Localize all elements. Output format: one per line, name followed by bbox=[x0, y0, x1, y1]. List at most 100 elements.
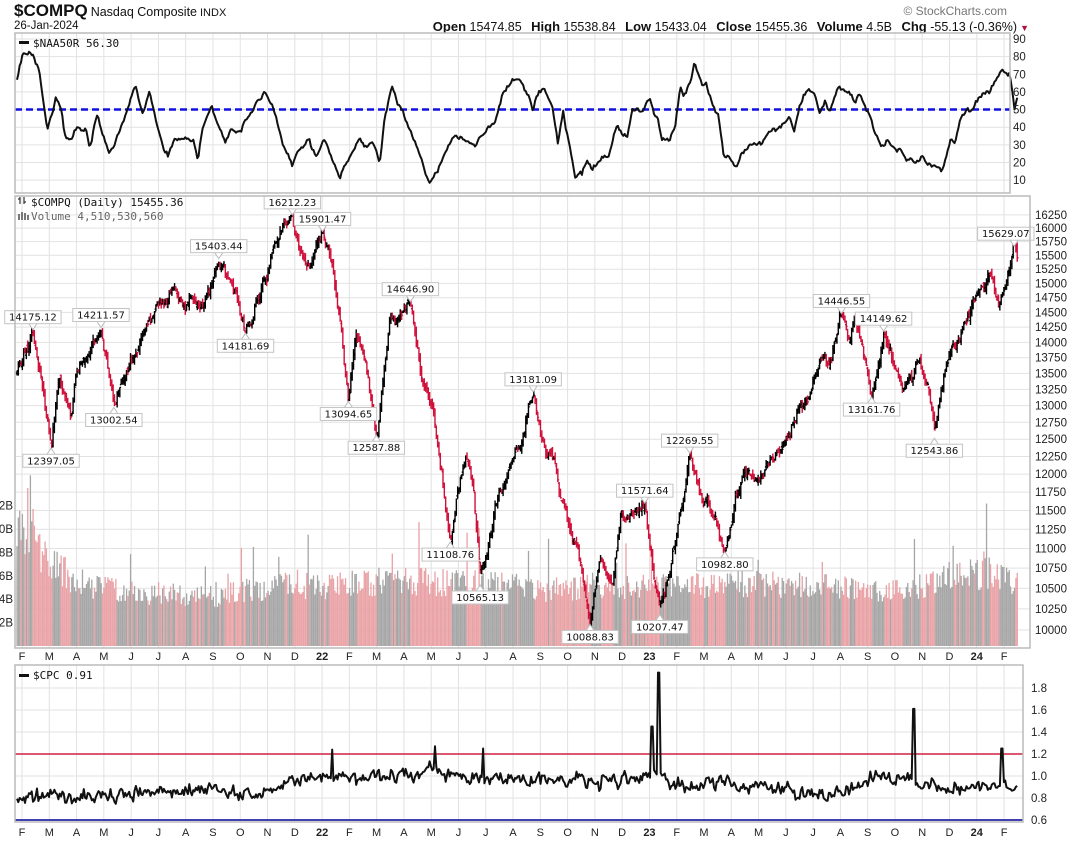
price-bar bbox=[69, 402, 72, 420]
volume-bar bbox=[206, 597, 208, 646]
volume-bar bbox=[282, 582, 284, 646]
volume-bar bbox=[549, 590, 551, 646]
volume-bar bbox=[228, 602, 231, 646]
volume-bar bbox=[470, 590, 472, 646]
volume-bar bbox=[403, 576, 405, 646]
month-label: A bbox=[837, 827, 845, 839]
price-bar bbox=[979, 284, 983, 291]
volume-bar bbox=[559, 584, 562, 646]
volume-bar bbox=[599, 594, 602, 646]
volume-bar bbox=[89, 588, 92, 646]
symbol: $COMPQ bbox=[14, 1, 88, 20]
price-annotation: 14175.12 bbox=[4, 310, 62, 331]
volume-bar bbox=[843, 594, 845, 646]
volume-bar bbox=[960, 575, 962, 646]
volume-bar bbox=[583, 581, 586, 646]
price-bar bbox=[433, 407, 437, 428]
volume-bar bbox=[41, 551, 44, 646]
volume-bar bbox=[247, 584, 249, 646]
volume-bar bbox=[881, 601, 884, 646]
price-bar bbox=[146, 319, 150, 328]
volume-bar bbox=[573, 577, 575, 646]
month-label: N bbox=[264, 651, 272, 663]
volume-bar bbox=[832, 592, 834, 646]
volume-bar bbox=[426, 585, 428, 646]
volume-bar bbox=[794, 580, 797, 646]
high-value: 15538.84 bbox=[563, 20, 616, 34]
volume-bar bbox=[785, 583, 787, 646]
volume-bar bbox=[292, 593, 295, 646]
volume-bar bbox=[343, 584, 345, 646]
volume-bar bbox=[159, 595, 161, 646]
volume-bar bbox=[434, 571, 436, 646]
volume-bar bbox=[676, 575, 678, 646]
volume-bar bbox=[429, 593, 431, 646]
volume-bar bbox=[398, 578, 400, 646]
volume-bar bbox=[319, 591, 321, 646]
volume-bar bbox=[633, 589, 635, 646]
volume-tick-label: 8B bbox=[0, 547, 13, 559]
symbol-name: Nasdaq Composite bbox=[90, 5, 197, 19]
volume-bar bbox=[595, 579, 598, 646]
volume-bar bbox=[1003, 566, 1005, 646]
price-bar bbox=[925, 378, 928, 386]
price-annotation: 14646.90 bbox=[381, 282, 440, 303]
price-tick-label: 11750 bbox=[1035, 487, 1066, 499]
volume-bar bbox=[144, 592, 146, 646]
volume-bar bbox=[610, 580, 612, 646]
price-bar bbox=[106, 351, 110, 370]
volume-bar bbox=[45, 548, 48, 646]
volume-bar bbox=[307, 534, 309, 646]
volume-bar bbox=[455, 570, 458, 646]
volume-bar bbox=[867, 584, 869, 646]
price-bar bbox=[118, 386, 122, 398]
volume-bar bbox=[689, 591, 691, 646]
volume-bar bbox=[474, 570, 476, 646]
volume-bar bbox=[700, 594, 702, 646]
volume-bar bbox=[989, 564, 992, 646]
volume-bar bbox=[876, 592, 878, 646]
volume-bar bbox=[754, 589, 757, 646]
volume-bar bbox=[190, 594, 192, 646]
volume-bar bbox=[697, 573, 699, 646]
volume-bar bbox=[714, 592, 717, 646]
annotation-label: 12269.55 bbox=[666, 436, 714, 447]
price-bar bbox=[763, 469, 767, 477]
price-bar bbox=[401, 310, 405, 314]
annotation-label: 12587.88 bbox=[352, 443, 400, 454]
volume-bar bbox=[781, 577, 783, 646]
volume-bar bbox=[780, 597, 782, 646]
volume-bars bbox=[16, 475, 1018, 646]
annotation-pointer bbox=[929, 437, 939, 445]
month-label: S bbox=[864, 827, 871, 839]
volume-bar bbox=[977, 589, 980, 646]
volume-bar bbox=[784, 593, 786, 646]
price-bar bbox=[551, 447, 554, 461]
price-bar bbox=[536, 411, 540, 422]
price-bar bbox=[1002, 287, 1006, 296]
volume-bar bbox=[69, 592, 72, 646]
price-bar bbox=[862, 345, 865, 360]
naa50r-tick-label: 10 bbox=[1013, 175, 1026, 187]
volume-bar bbox=[85, 583, 88, 646]
annotation-box bbox=[4, 310, 62, 325]
annotation-box bbox=[812, 293, 871, 308]
volume-bar bbox=[115, 578, 117, 646]
price-bar bbox=[790, 423, 793, 439]
volume-bar bbox=[168, 591, 170, 646]
volume-bar bbox=[129, 554, 132, 646]
price-tick-label: 12250 bbox=[1035, 451, 1067, 463]
month-label: J bbox=[810, 651, 816, 663]
volume-bar bbox=[802, 591, 805, 646]
volume-bar bbox=[534, 599, 536, 646]
volume-bar bbox=[65, 588, 68, 646]
volume-bar bbox=[949, 588, 952, 646]
volume-bar bbox=[204, 566, 206, 646]
annotation-label: 15403.44 bbox=[195, 242, 243, 253]
volume-bar bbox=[772, 571, 774, 646]
volume-bar bbox=[406, 581, 408, 646]
volume-bar bbox=[266, 593, 268, 646]
volume-bar bbox=[120, 601, 122, 646]
volume-bar bbox=[56, 551, 58, 646]
volume-bar bbox=[636, 581, 638, 646]
